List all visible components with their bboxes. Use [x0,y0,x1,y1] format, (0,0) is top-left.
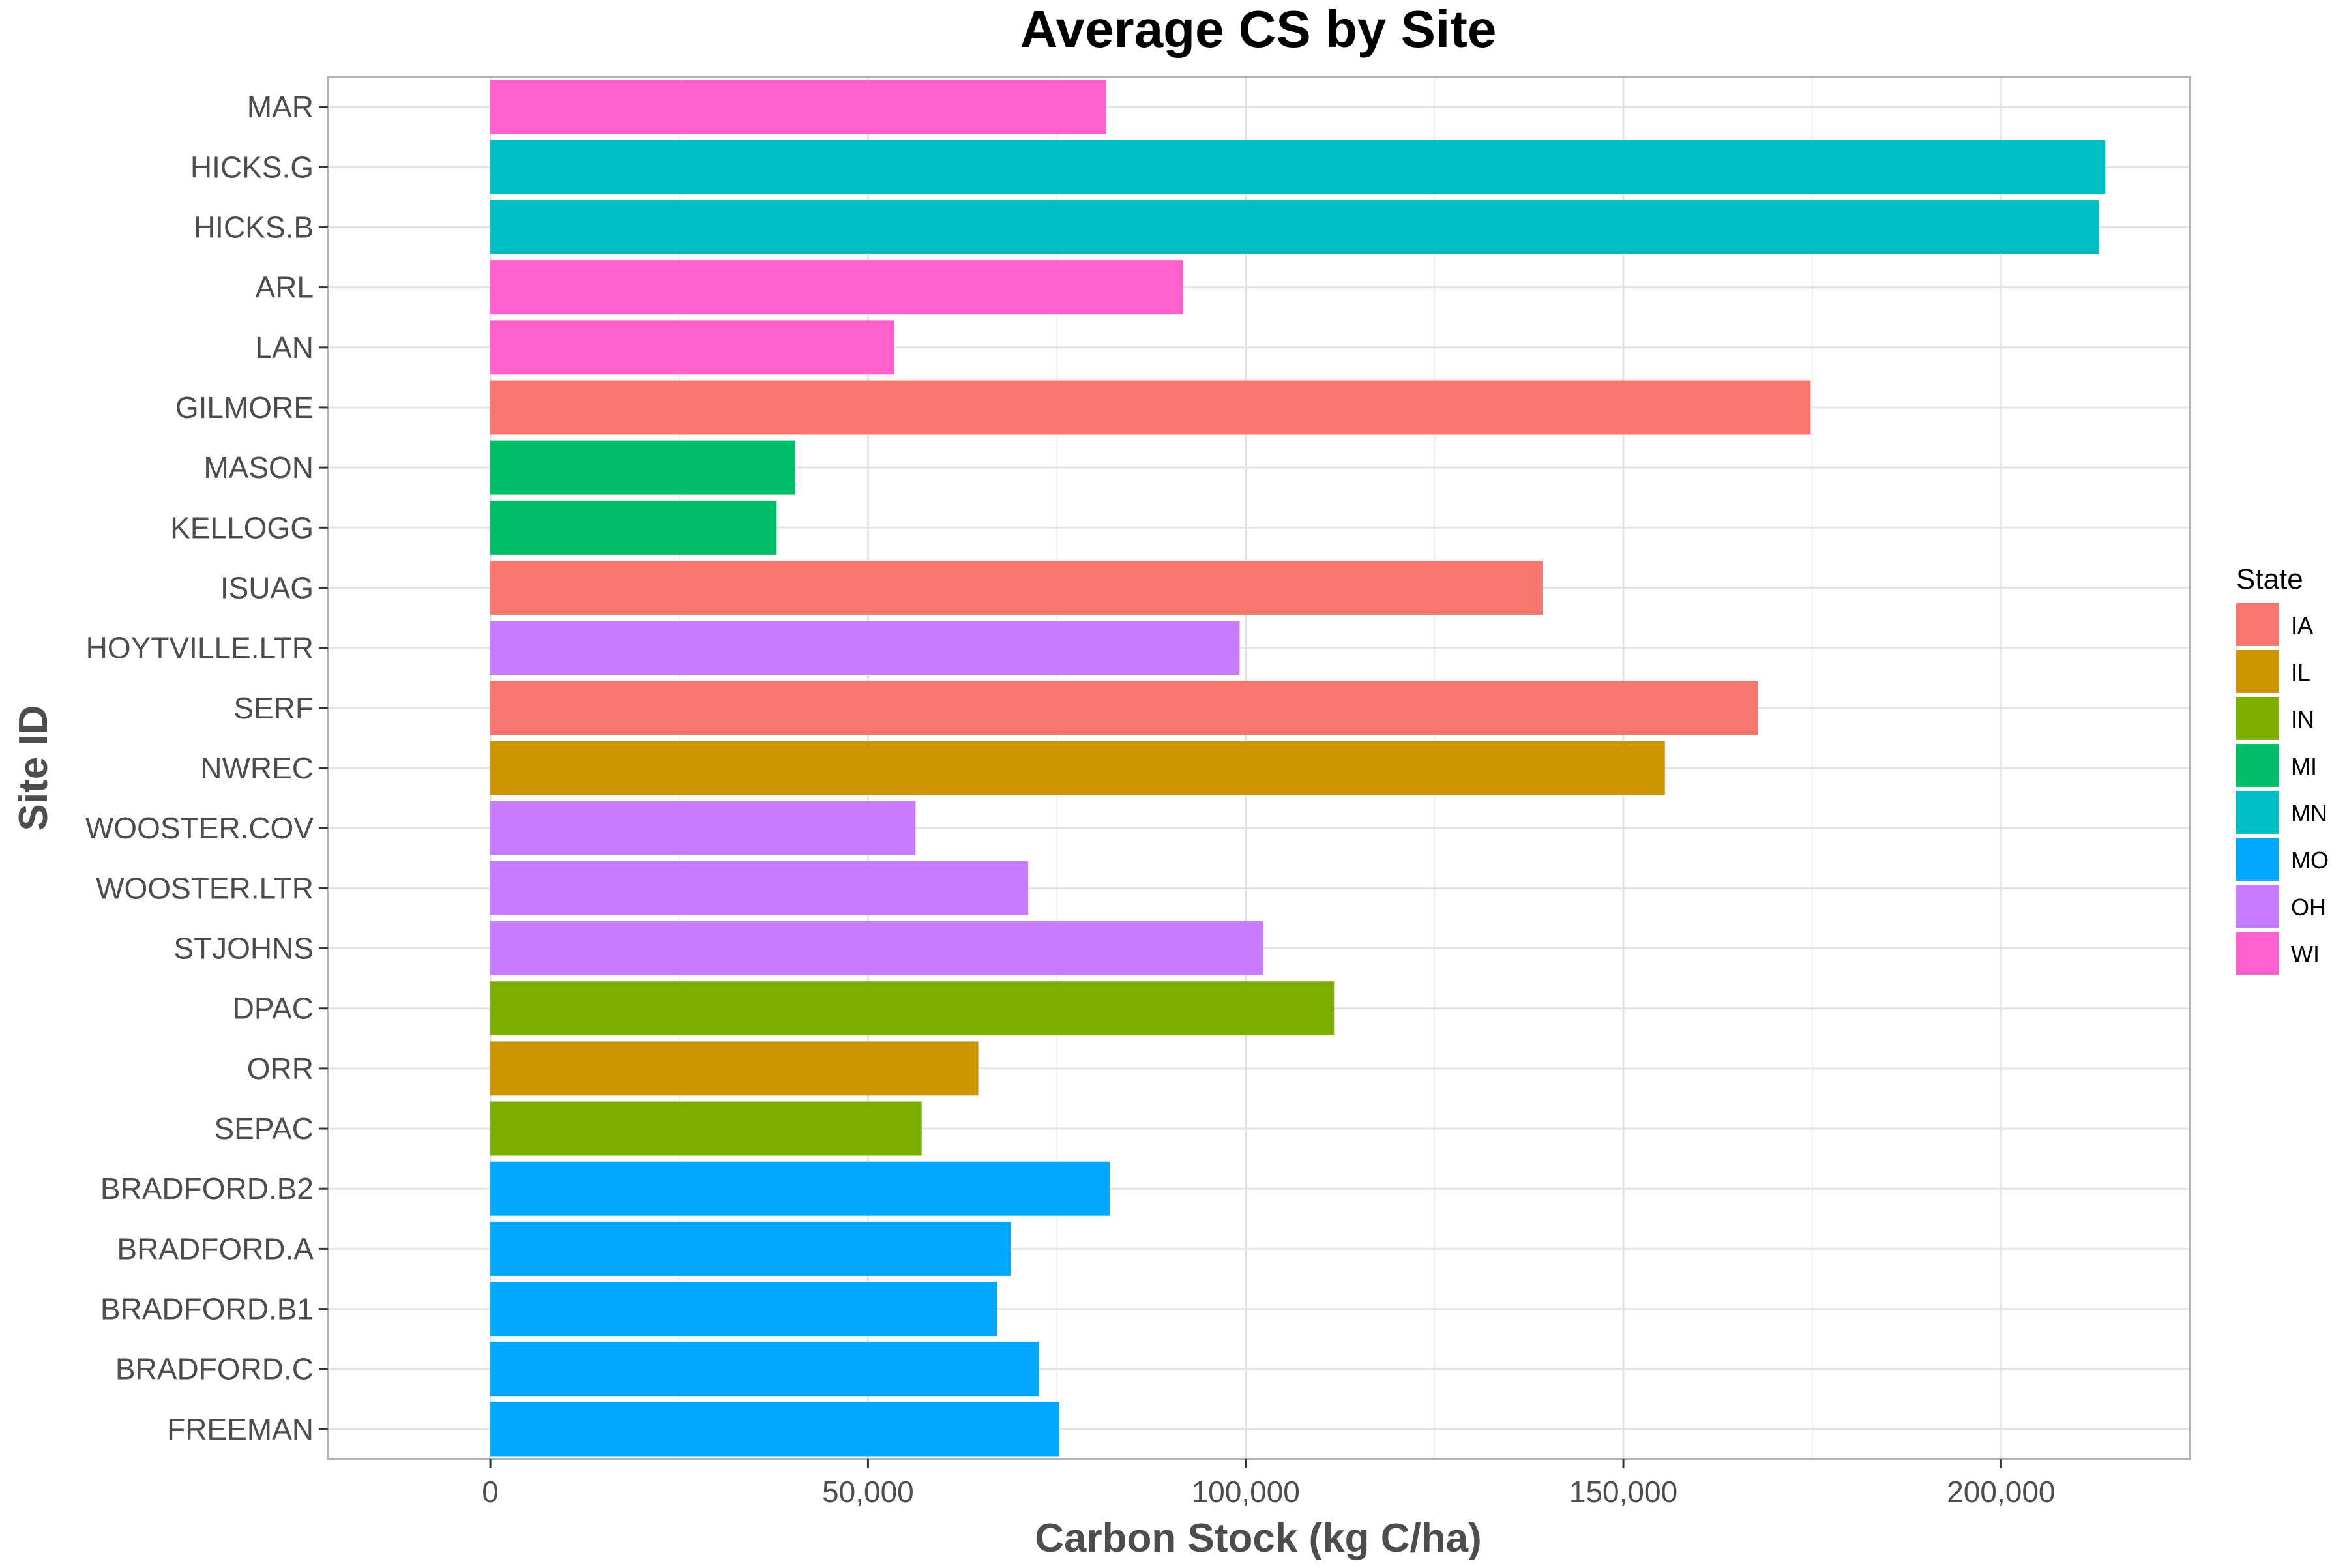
y-tick-label: MAR [247,90,314,124]
bar [490,1402,1059,1457]
x-tick-label: 150,000 [1569,1475,1677,1509]
chart-title: Average CS by Site [1020,0,1497,58]
bar [490,380,1811,435]
bar [490,1101,922,1156]
y-tick-label: STJOHNS [173,932,314,966]
legend-label: MO [2291,847,2329,874]
bar [490,260,1183,315]
bar [490,500,777,555]
bar [490,741,1665,795]
x-tick-label: 100,000 [1192,1475,1300,1509]
bar [490,1221,1011,1276]
y-tick-label: ARL [256,271,314,304]
y-tick-label: BRADFORD.B2 [100,1172,314,1206]
bar [490,80,1106,134]
bar [490,801,916,855]
y-tick-label: BRADFORD.C [115,1352,314,1386]
bar [490,1041,979,1096]
bar [490,1161,1110,1216]
legend-swatch [2236,697,2279,740]
bar [490,621,1240,675]
x-axis-title: Carbon Stock (kg C/ha) [1035,1516,1482,1561]
legend: State IA IL IN MI MN MO OH WI [2236,563,2329,975]
bar [490,1342,1039,1397]
bar [490,140,2106,194]
y-axis-title: Site ID [11,705,56,831]
legend-swatch [2236,603,2279,646]
legend-label: IA [2291,612,2313,639]
y-tick-label: SEPAC [214,1112,314,1146]
legend-swatch [2236,791,2279,834]
y-tick-label: HICKS.B [194,210,314,244]
bar [490,981,1335,1036]
legend-swatch [2236,885,2279,928]
bar [490,561,1543,615]
y-tick-label: GILMORE [175,391,314,424]
y-tick-label: WOOSTER.COV [85,811,314,845]
y-tick-label: ISUAG [220,570,314,604]
y-tick-label: NWREC [200,751,314,785]
y-tick-label: WOOSTER.LTR [96,871,314,905]
bar [490,1282,997,1337]
bar [490,440,795,495]
y-tick-label: LAN [256,331,314,364]
y-tick-label: HOYTVILLE.LTR [86,631,314,665]
bar [490,320,894,375]
bars-layer [490,80,2106,1457]
y-tick-label: BRADFORD.A [117,1232,314,1265]
legend-label: IN [2291,706,2314,733]
legend-swatch [2236,838,2279,881]
legend-swatch [2236,744,2279,787]
bar [490,921,1263,975]
y-tick-label: KELLOGG [170,510,314,544]
legend-swatch [2236,650,2279,693]
legend-label: MI [2291,753,2317,780]
y-tick-label: SERF [233,691,314,725]
y-tick-label: HICKS.G [190,150,314,184]
bar [490,200,2099,254]
legend-label: OH [2291,894,2326,921]
y-tick-label: MASON [203,451,314,484]
legend-swatch [2236,932,2279,975]
bar [490,681,1758,735]
legend-label: MN [2291,800,2327,827]
x-tick-label: 50,000 [822,1475,914,1509]
legend-title: State [2236,563,2303,595]
y-tick-label: DPAC [233,992,314,1026]
x-tick-label: 200,000 [1947,1475,2055,1509]
y-tick-label: FREEMAN [167,1412,314,1446]
y-tick-label: BRADFORD.B1 [100,1292,314,1326]
y-tick-label: ORR [247,1052,314,1086]
legend-label: IL [2291,659,2310,686]
x-tick-label: 0 [482,1475,499,1509]
axes-layer: MAR HICKS.G HICKS.B ARL LAN GILMORE MASON KELLO… [85,90,2056,1509]
bar [490,861,1029,915]
legend-label: WI [2291,941,2320,968]
